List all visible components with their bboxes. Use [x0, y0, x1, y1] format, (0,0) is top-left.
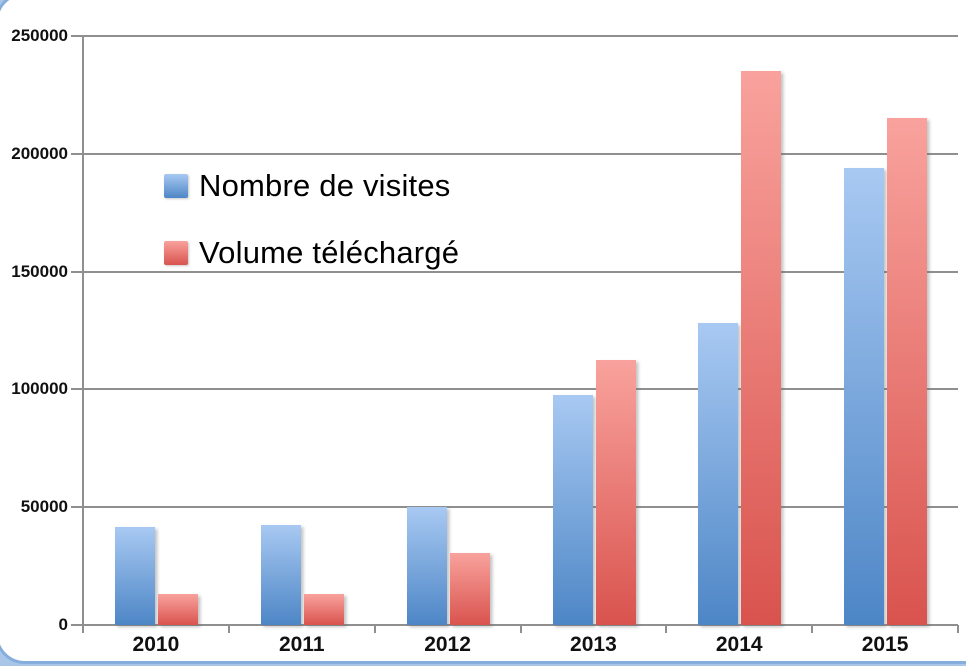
y-tick [71, 152, 83, 155]
bar-visites-2014 [698, 323, 739, 625]
bar-volume-2012 [449, 553, 490, 625]
x-tick [82, 625, 84, 633]
bar-visites-2012 [406, 507, 447, 625]
y-tick [71, 506, 83, 509]
gridline-150000 [83, 270, 958, 273]
x-tick [519, 625, 522, 633]
y-tick [71, 388, 83, 391]
x-tick-label-2012: 2012 [424, 633, 471, 656]
plot-area [82, 35, 959, 633]
x-tick-label-2011: 2011 [278, 633, 325, 656]
x-tick [227, 625, 230, 633]
x-tick-label-2013: 2013 [570, 633, 617, 656]
y-tick [71, 624, 83, 626]
x-tick-label-2015: 2015 [861, 633, 909, 656]
x-tick [373, 625, 376, 633]
bar-volume-2015 [887, 118, 928, 625]
bar-visites-2011 [260, 524, 301, 625]
legend-label-volume: Volume téléchargé [199, 235, 460, 270]
y-tick [71, 270, 83, 273]
bar-visites-2013 [552, 395, 593, 625]
y-tick-label: 200000 [11, 143, 68, 163]
red-square-swatch-icon [164, 241, 188, 265]
blue-square-swatch-icon [164, 174, 188, 198]
x-tick-label-2010: 2010 [132, 633, 180, 656]
y-tick [71, 35, 83, 37]
gridline-100000 [83, 388, 958, 391]
legend-item-visites: Nombre de visites [164, 168, 459, 204]
y-axis-line [82, 36, 84, 625]
legend-item-volume: Volume téléchargé [164, 235, 459, 271]
gridline-200000 [83, 152, 958, 155]
bar-volume-2010 [158, 594, 198, 625]
y-tick-label: 100000 [11, 379, 68, 399]
y-tick-label: 250000 [11, 26, 68, 45]
bar-volume-2011 [303, 594, 344, 625]
x-tick [665, 625, 668, 633]
gridline-250000 [83, 35, 958, 37]
bar-visites-2010 [115, 527, 155, 625]
y-tick-label: 0 [58, 615, 68, 634]
x-tick-label-2014: 2014 [715, 633, 763, 656]
x-tick [811, 625, 814, 633]
legend: Nombre de visites Volume téléchargé [164, 168, 459, 302]
bar-volume-2014 [741, 71, 782, 625]
legend-label-visites: Nombre de visites [199, 168, 451, 203]
bar-visites-2015 [844, 167, 885, 625]
x-tick [957, 625, 959, 633]
gridline-50000 [83, 506, 958, 509]
y-tick-label: 50000 [20, 497, 68, 517]
y-tick-label: 150000 [11, 261, 68, 281]
bar-volume-2013 [595, 359, 636, 625]
